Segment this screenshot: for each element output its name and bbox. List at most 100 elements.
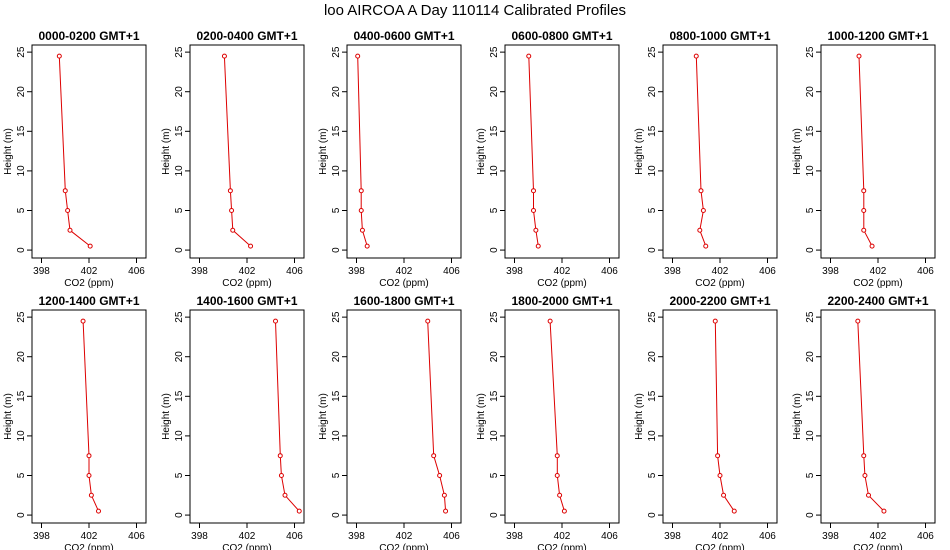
profile-point xyxy=(869,243,875,249)
y-tick-label: 25 xyxy=(174,46,185,58)
profile-point xyxy=(533,227,539,233)
y-tick-label: 0 xyxy=(174,512,185,518)
x-tick-label: 406 xyxy=(286,266,303,277)
y-tick-label: 25 xyxy=(331,46,342,58)
profile-point xyxy=(526,53,532,59)
profile-point xyxy=(881,508,887,514)
panel-title: 1200-1400 GMT+1 xyxy=(38,294,139,308)
profile-point xyxy=(65,207,71,213)
plot-frame xyxy=(504,309,620,524)
profile-point xyxy=(86,472,92,478)
profile-point xyxy=(364,243,370,249)
panel-5: 0800-1000 GMT+1 398 402 406 CO2 (ppm) 0 5 10 15 2… xyxy=(634,29,778,289)
panel-title: 1800-2000 GMT+1 xyxy=(511,294,612,308)
x-axis-label: CO2 (ppm) xyxy=(695,543,744,550)
y-axis-label: Height (m) xyxy=(476,393,487,440)
x-tick-label: 398 xyxy=(664,531,681,542)
y-axis-label: Height (m) xyxy=(634,128,645,175)
profile-point xyxy=(277,453,283,459)
profile-line xyxy=(528,56,539,247)
profile-point xyxy=(282,492,288,498)
y-tick-label: 20 xyxy=(489,351,500,363)
y-tick-label: 25 xyxy=(805,46,816,58)
profile-point xyxy=(80,318,86,324)
x-tick-label: 406 xyxy=(128,266,145,277)
profile-point xyxy=(441,492,447,498)
y-tick-label: 10 xyxy=(16,430,27,442)
x-axis-label: CO2 (ppm) xyxy=(853,543,902,550)
profile-point xyxy=(861,188,867,194)
y-tick-label: 0 xyxy=(805,512,816,518)
plot-frame xyxy=(31,44,147,259)
profile-line xyxy=(714,321,735,512)
x-tick-label: 398 xyxy=(348,531,365,542)
plot-frame xyxy=(189,309,305,524)
y-tick-label: 0 xyxy=(16,247,27,253)
profile-point xyxy=(278,472,284,478)
y-tick-label: 0 xyxy=(16,512,27,518)
profile-point xyxy=(717,472,723,478)
plot-frame xyxy=(346,309,462,524)
y-tick-label: 5 xyxy=(489,472,500,478)
plot-frame xyxy=(346,44,462,259)
profile-point xyxy=(712,318,718,324)
profile-point xyxy=(561,508,567,514)
profile-point xyxy=(358,207,364,213)
y-tick-label: 5 xyxy=(16,472,27,478)
profile-point xyxy=(731,508,737,514)
y-tick-label: 15 xyxy=(647,390,658,402)
profile-line xyxy=(357,56,368,247)
y-tick-label: 5 xyxy=(331,207,342,213)
y-tick-label: 25 xyxy=(647,311,658,323)
y-tick-label: 10 xyxy=(489,430,500,442)
profile-point xyxy=(227,188,233,194)
x-tick-label: 406 xyxy=(917,531,934,542)
profile-point xyxy=(431,453,437,459)
y-tick-label: 0 xyxy=(489,247,500,253)
x-tick-label: 402 xyxy=(554,266,571,277)
y-axis-label: Height (m) xyxy=(3,393,14,440)
y-tick-label: 15 xyxy=(174,125,185,137)
y-tick-label: 15 xyxy=(174,390,185,402)
x-tick-label: 402 xyxy=(239,531,256,542)
y-tick-label: 5 xyxy=(805,207,816,213)
x-tick-label: 406 xyxy=(759,531,776,542)
profile-point xyxy=(862,472,868,478)
y-tick-label: 0 xyxy=(331,247,342,253)
profile-point xyxy=(221,53,227,59)
x-tick-label: 398 xyxy=(506,531,523,542)
y-tick-label: 10 xyxy=(331,430,342,442)
profile-point xyxy=(425,318,431,324)
y-tick-label: 5 xyxy=(174,207,185,213)
x-tick-label: 402 xyxy=(870,531,887,542)
profile-point xyxy=(554,472,560,478)
y-tick-label: 20 xyxy=(647,351,658,363)
y-tick-label: 15 xyxy=(489,125,500,137)
y-axis-label: Height (m) xyxy=(3,128,14,175)
profile-point xyxy=(296,508,302,514)
y-axis-label: Height (m) xyxy=(161,128,172,175)
y-axis-label: Height (m) xyxy=(476,128,487,175)
panel-4: 0600-0800 GMT+1 398 402 406 CO2 (ppm) 0 5 10 15 2… xyxy=(476,29,620,289)
panel-title: 0200-0400 GMT+1 xyxy=(196,29,297,43)
y-tick-label: 5 xyxy=(331,472,342,478)
y-tick-label: 10 xyxy=(174,165,185,177)
y-tick-label: 25 xyxy=(805,311,816,323)
profile-point xyxy=(229,207,235,213)
x-tick-label: 402 xyxy=(396,266,413,277)
x-tick-label: 406 xyxy=(286,531,303,542)
profile-point xyxy=(230,227,236,233)
profile-point xyxy=(703,243,709,249)
x-tick-label: 406 xyxy=(443,266,460,277)
panel-10: 1800-2000 GMT+1 398 402 406 CO2 (ppm) 0 5 10 15 2… xyxy=(476,294,620,550)
y-tick-label: 25 xyxy=(16,46,27,58)
x-axis-label: CO2 (ppm) xyxy=(537,543,586,550)
y-tick-label: 0 xyxy=(647,247,658,253)
x-tick-label: 398 xyxy=(33,531,50,542)
y-tick-label: 10 xyxy=(331,165,342,177)
y-tick-label: 20 xyxy=(174,86,185,98)
x-tick-label: 402 xyxy=(712,531,729,542)
profile-line xyxy=(82,321,99,512)
x-tick-label: 406 xyxy=(443,531,460,542)
x-tick-label: 398 xyxy=(348,266,365,277)
